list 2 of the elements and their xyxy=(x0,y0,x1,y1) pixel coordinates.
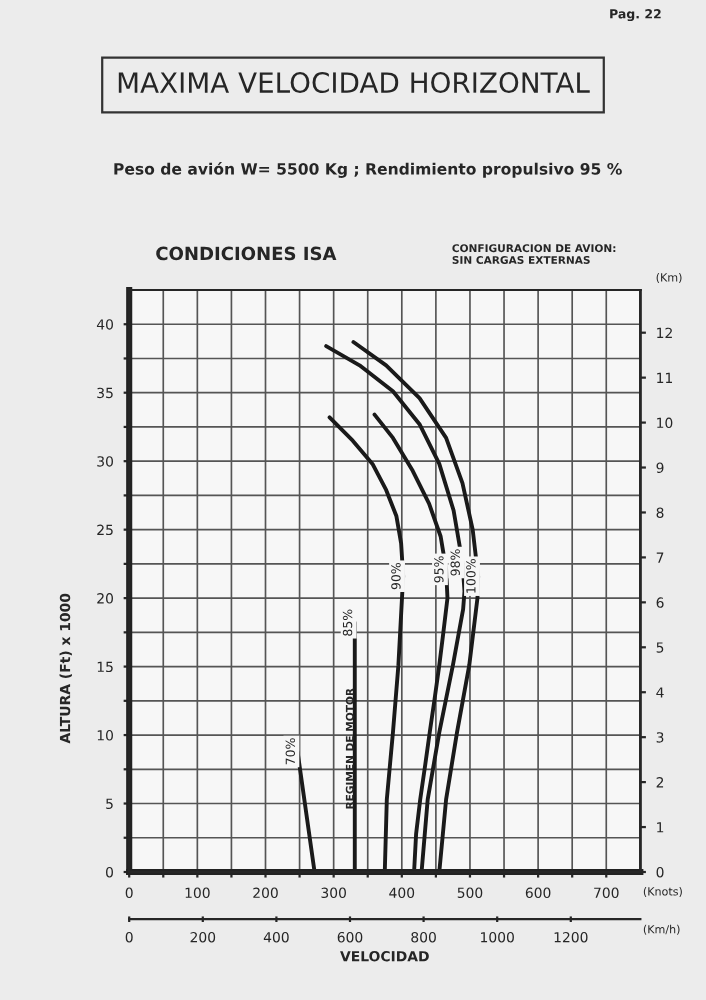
chart-title: MAXIMA VELOCIDAD HORIZONTAL xyxy=(118,72,590,94)
text: CONDICIONES ISA xyxy=(156,246,337,261)
